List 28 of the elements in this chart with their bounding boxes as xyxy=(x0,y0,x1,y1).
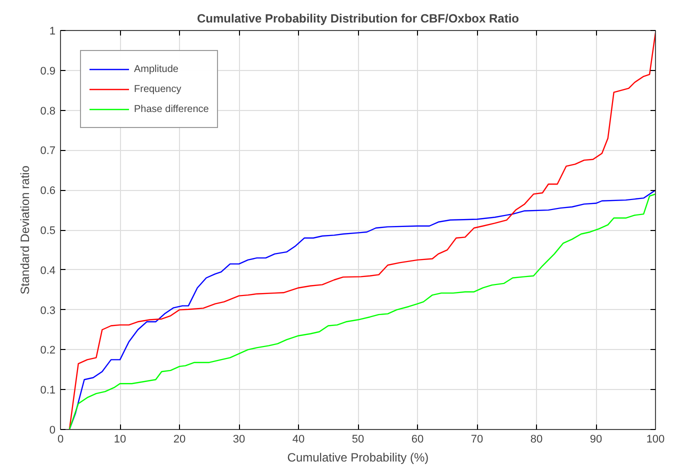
x-tick-label: 50 xyxy=(352,434,364,446)
y-tick-label: 0.4 xyxy=(40,264,56,277)
x-axis-title: Cumulative Probability (%) xyxy=(287,450,429,464)
x-tick-label: 0 xyxy=(57,434,64,446)
y-tick-label: 0.5 xyxy=(40,225,56,237)
y-tick-label: 0.3 xyxy=(40,304,56,317)
chart-title: Cumulative Probability Distribution for CBF/Oxbox Ratio xyxy=(196,12,520,26)
y-tick-label: 0.7 xyxy=(40,145,56,158)
y-tick-label: 1 xyxy=(49,26,56,38)
x-tick-label: 70 xyxy=(470,434,484,446)
x-tick-label: 40 xyxy=(292,434,305,446)
legend-label: Phase difference xyxy=(134,102,209,116)
y-tick-label: 0.6 xyxy=(40,185,56,198)
y-tick-label: 0 xyxy=(49,424,56,436)
x-tick-label: 10 xyxy=(114,434,126,446)
x-tick-label: 60 xyxy=(411,434,424,446)
y-axis-title: Standard Deviation ratio xyxy=(18,165,32,294)
y-tick-label: 0.9 xyxy=(40,65,56,78)
y-tick-label: 0.1 xyxy=(40,384,56,397)
x-tick-label: 20 xyxy=(173,434,186,446)
legend-label: Amplitude xyxy=(134,62,178,76)
x-tick-label: 90 xyxy=(590,434,602,446)
legend-label: Frequency xyxy=(134,82,182,96)
y-tick-label: 0.8 xyxy=(40,105,56,118)
y-tick-label: 0.2 xyxy=(40,344,56,357)
x-tick-label: 100 xyxy=(646,434,665,446)
x-tick-label: 80 xyxy=(530,434,543,446)
x-tick-label: 30 xyxy=(232,434,246,446)
